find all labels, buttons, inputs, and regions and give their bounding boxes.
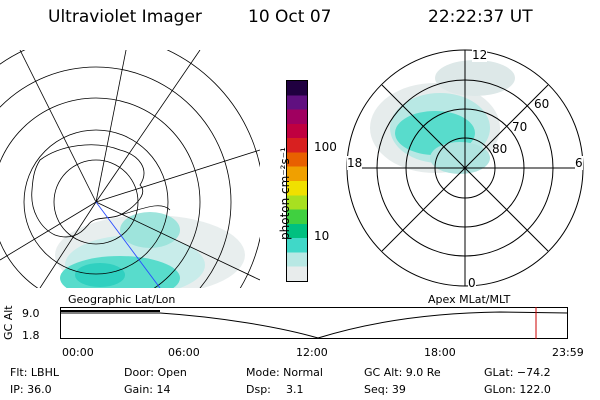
geographic-map bbox=[0, 50, 260, 288]
altitude-plot bbox=[60, 307, 568, 339]
colorbar-tick-100: 100 bbox=[314, 140, 337, 154]
latitude-grid bbox=[0, 50, 260, 288]
altitude-tick-9: 9.0 bbox=[22, 307, 40, 320]
mlt-label-0: 0 bbox=[468, 276, 476, 290]
gain-status: Gain: 14 bbox=[124, 383, 171, 396]
colorbar bbox=[286, 80, 308, 282]
mlat-label-80: 80 bbox=[492, 142, 508, 156]
altitude-curve bbox=[60, 311, 568, 339]
mlt-label-18: 18 bbox=[347, 156, 363, 170]
mlat-label-70: 70 bbox=[512, 120, 528, 134]
time-tick-1800: 18:00 bbox=[424, 346, 456, 359]
altitude-tick-1.8: 1.8 bbox=[22, 329, 40, 342]
dsp-label: Dsp: bbox=[246, 383, 271, 396]
geographic-map-label: Geographic Lat/Lon bbox=[68, 293, 176, 306]
gc-alt-status: GC Alt: 9.0 Re bbox=[364, 366, 441, 379]
altitude-axis-label: GC Alt bbox=[2, 305, 15, 340]
glat-status: GLat: −74.2 bbox=[484, 366, 551, 379]
time-tick-2359: 23:59 bbox=[552, 346, 584, 359]
longitude-grid bbox=[0, 50, 260, 288]
filter-status: Flt: LBHL bbox=[10, 366, 59, 379]
colorbar-tick-10: 10 bbox=[314, 229, 330, 243]
mlat-label-60: 60 bbox=[534, 97, 550, 111]
time-label: 22:22:37 UT bbox=[428, 7, 533, 27]
time-tick-0600: 06:00 bbox=[168, 346, 200, 359]
seq-status: Seq: 39 bbox=[364, 383, 406, 396]
door-status: Door: Open bbox=[124, 366, 187, 379]
apex-map-label: Apex MLat/MLT bbox=[428, 293, 511, 306]
glon-status: GLon: 122.0 bbox=[484, 383, 551, 396]
instrument-title: Ultraviolet Imager bbox=[48, 7, 202, 27]
time-tick-1200: 12:00 bbox=[296, 346, 328, 359]
mlt-label-6: 6 bbox=[575, 156, 583, 170]
mlt-label-12: 12 bbox=[472, 48, 488, 62]
date-label: 10 Oct 07 bbox=[248, 7, 332, 27]
ip-status: IP: 36.0 bbox=[10, 383, 52, 396]
mode-status: Mode: Normal bbox=[246, 366, 323, 379]
magnetic-polar-map bbox=[346, 49, 584, 287]
dsp-value: 3.1 bbox=[286, 383, 304, 396]
colorbar-unit-label: photon cm⁻²s⁻¹ bbox=[278, 147, 292, 240]
time-tick-0000: 00:00 bbox=[62, 346, 94, 359]
